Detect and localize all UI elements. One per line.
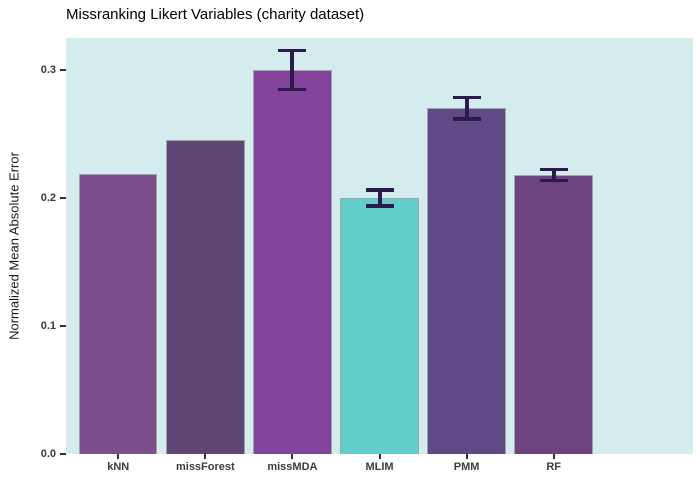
bar-missMDA — [253, 70, 332, 454]
errorbar-stem-PMM — [464, 99, 469, 118]
x-tick-label: missForest — [175, 461, 235, 473]
bar-RF — [514, 174, 593, 454]
x-tick-mark — [204, 454, 207, 459]
y-tick-label: 0.2 — [40, 192, 56, 204]
y-tick-mark — [60, 69, 66, 71]
bar-PMM — [427, 108, 506, 454]
errorbar-cap-RF — [539, 178, 568, 183]
x-tick-mark — [552, 454, 555, 459]
x-tick-label: RF — [546, 461, 561, 473]
y-tick-mark — [60, 325, 66, 327]
errorbar-stem-RF — [551, 171, 556, 179]
x-tick-label: MLIM — [365, 461, 394, 473]
bar-missForest — [166, 140, 245, 454]
x-tick-mark — [465, 454, 468, 459]
y-axis-title: Normalized Mean Absolute Error — [6, 152, 22, 340]
y-tick-label: 0.0 — [40, 448, 56, 460]
errorbar-stem-MLIM — [377, 191, 382, 205]
errorbar-cap-MLIM — [365, 188, 394, 192]
errorbar-cap-MLIM — [365, 204, 394, 208]
chart-title: Missranking Likert Variables (charity da… — [66, 6, 365, 23]
errorbar-cap-missMDA — [278, 87, 307, 92]
y-tick-mark — [60, 197, 66, 199]
x-tick-label: PMM — [453, 461, 480, 473]
errorbar-cap-RF — [539, 167, 568, 172]
errorbar-stem-missMDA — [290, 52, 295, 88]
x-tick-mark — [378, 454, 381, 459]
x-tick-mark — [117, 454, 120, 459]
x-tick-mark — [291, 454, 294, 459]
x-tick-label: missMDA — [267, 461, 318, 473]
y-tick-label: 0.3 — [40, 64, 56, 76]
errorbar-cap-missMDA — [278, 48, 307, 53]
bar-kNN — [79, 173, 158, 454]
bar-MLIM — [340, 198, 419, 454]
y-tick-label: 0.1 — [40, 320, 56, 332]
y-tick-mark — [60, 453, 66, 455]
errorbar-cap-PMM — [452, 95, 481, 100]
x-tick-label: kNN — [107, 461, 130, 473]
errorbar-cap-PMM — [452, 117, 481, 121]
